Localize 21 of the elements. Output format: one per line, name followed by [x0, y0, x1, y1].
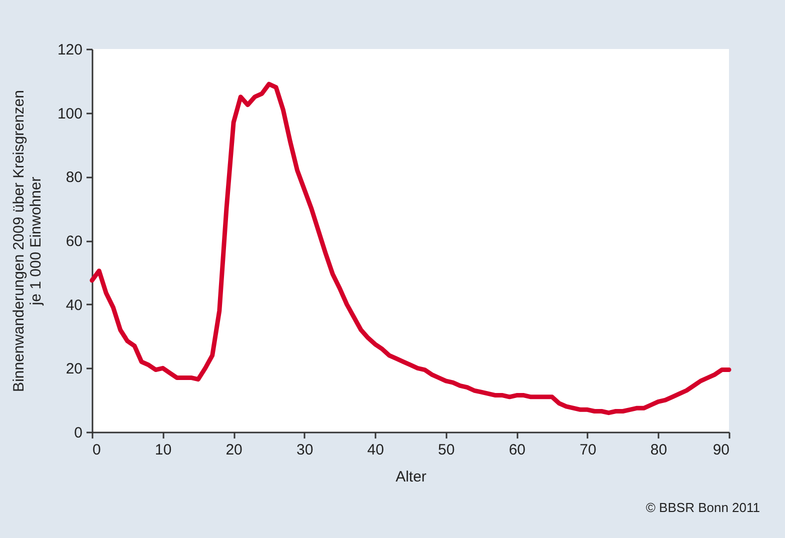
- x-tick-label: 30: [296, 442, 314, 458]
- y-tick-label: 0: [74, 424, 82, 442]
- y-tick-label: 20: [66, 360, 82, 378]
- y-tick-label: 80: [66, 169, 82, 186]
- x-tick-label: 60: [508, 442, 526, 458]
- y-tick-label: 60: [66, 233, 82, 250]
- x-tick-label: 50: [438, 442, 455, 458]
- y-axis-title: Binnenwanderungen 2009 über Kreisgrenzen je 1 000 Einwohner: [10, 90, 44, 392]
- x-tick-label: 0: [92, 442, 101, 458]
- x-tick-label: 70: [580, 442, 596, 458]
- y-tick-label: 100: [57, 105, 82, 122]
- x-tick-label: 90: [712, 442, 730, 458]
- y-tick-label: 120: [57, 42, 82, 58]
- x-axis-title: Alter: [396, 468, 426, 486]
- y-tick-label: 40: [66, 296, 82, 314]
- text: © BBSR Bonn 2011: [646, 500, 760, 515]
- x-tick-label: 40: [367, 442, 384, 458]
- x-tick-label: 20: [226, 442, 242, 458]
- x-tick-label: 10: [154, 442, 172, 458]
- line-series: [90, 82, 732, 416]
- x-tick-label: 80: [650, 442, 668, 458]
